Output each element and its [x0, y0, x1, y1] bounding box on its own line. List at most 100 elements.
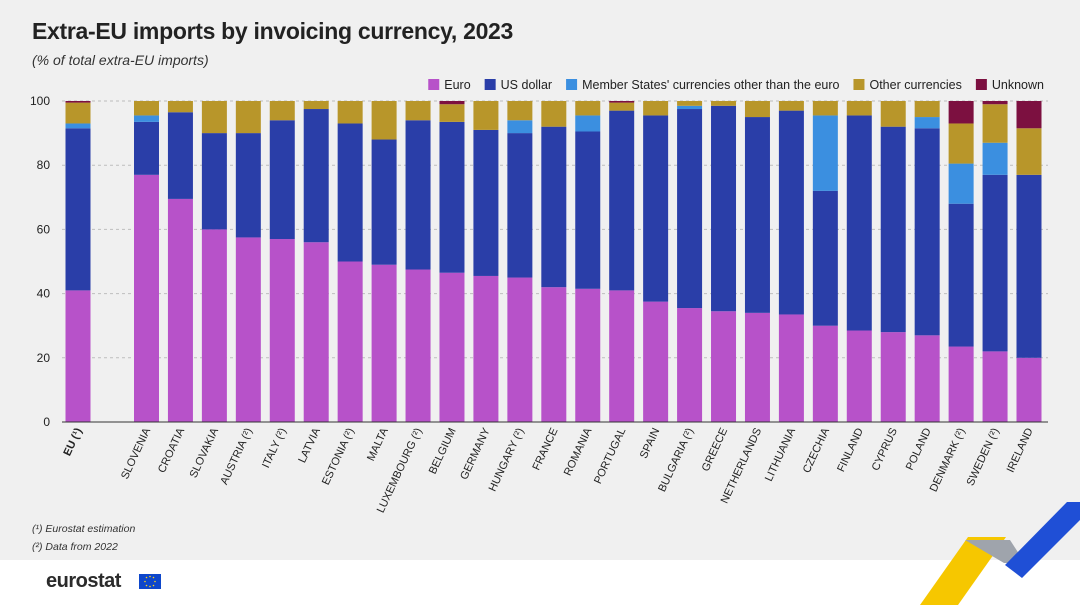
- bar-segment: [744, 117, 770, 313]
- bar-segment: [201, 101, 227, 134]
- bar-segment: [337, 123, 363, 262]
- yellow-chevron-shape: [920, 537, 1006, 605]
- legend-swatch: [484, 79, 496, 90]
- bar-segment: [473, 101, 499, 130]
- bar-segment: [846, 330, 872, 422]
- bar-segment: [982, 351, 1008, 422]
- y-tick-label: 100: [30, 94, 50, 108]
- bar-segment: [948, 346, 974, 422]
- bar-segment: [541, 287, 567, 422]
- legend-swatch: [428, 79, 440, 90]
- bar-segment: [541, 101, 567, 127]
- bar-segment: [609, 101, 635, 103]
- bar-segment: [677, 109, 703, 309]
- legend-label: Euro: [444, 78, 470, 92]
- legend-label: US dollar: [501, 78, 552, 92]
- chart-subtitle: (% of total extra-EU imports): [32, 52, 209, 68]
- bar-segment: [677, 105, 703, 110]
- bar-segment: [711, 311, 737, 422]
- bar-segment: [948, 203, 974, 347]
- bar-segment: [880, 126, 906, 333]
- bar-segment: [167, 198, 193, 422]
- bar-segment: [575, 101, 601, 116]
- blue-chevron-shape: [1005, 502, 1080, 578]
- bar-segment: [134, 115, 159, 122]
- footer-band: [0, 560, 1080, 605]
- bar-segment: [303, 109, 329, 243]
- bar-segment: [575, 131, 601, 289]
- y-tick-label: 0: [43, 415, 50, 429]
- bar-segment: [473, 129, 499, 276]
- bar-segment: [846, 101, 872, 116]
- bar-segment: [778, 110, 804, 315]
- bar-segment: [473, 275, 499, 422]
- legend-swatch: [975, 79, 987, 90]
- bar-segment: [914, 101, 940, 118]
- bar-segment: [235, 101, 261, 134]
- bar-segment: [201, 133, 227, 230]
- legend-swatch: [566, 79, 578, 90]
- legend: Unknown Other currencies Member States' cu…: [428, 78, 1044, 92]
- bar-segment: [507, 101, 533, 121]
- bar-segment: [609, 102, 635, 111]
- legend-label: Member States' currencies other than the…: [582, 78, 839, 92]
- bar-segment: [337, 101, 363, 124]
- bar-segment: [948, 163, 974, 204]
- legend-swatch: [853, 79, 865, 90]
- bar-segment: [948, 101, 974, 124]
- bar-segment: [1016, 357, 1042, 422]
- bar-segment: [405, 269, 431, 422]
- bar-segment: [65, 123, 91, 129]
- chart-title: Extra-EU imports by invoicing currency, …: [32, 18, 514, 44]
- bar-segment: [507, 277, 533, 422]
- bar-segment: [371, 101, 397, 140]
- bars: [65, 101, 1042, 423]
- eurostat-logo: eurostat: [46, 570, 121, 592]
- bar-segment: [711, 101, 737, 106]
- footnote-estimation: (¹) Eurostat estimation: [32, 523, 136, 535]
- bar-segment: [643, 301, 669, 423]
- bar-segment: [269, 239, 295, 422]
- bar-segment: [744, 312, 770, 422]
- bar-segment: [65, 102, 91, 124]
- bar-segment: [948, 123, 974, 164]
- bar-segment: [65, 128, 91, 291]
- bar-segment: [778, 101, 804, 111]
- bar-segment: [1016, 101, 1042, 129]
- bar-segment: [65, 290, 91, 422]
- bar-segment: [812, 101, 838, 116]
- bar-segment: [167, 101, 193, 113]
- legend-label: Other currencies: [869, 78, 961, 92]
- bar-segment: [167, 112, 193, 199]
- bar-segment: [880, 101, 906, 127]
- legend-label: Unknown: [992, 78, 1044, 92]
- bar-segment: [269, 120, 295, 240]
- bar-segment: [507, 120, 533, 134]
- bar-segment: [744, 101, 770, 118]
- bar-segment: [982, 174, 1008, 352]
- bar-segment: [575, 288, 601, 422]
- bar-segment: [439, 104, 465, 122]
- bar-segment: [65, 101, 91, 103]
- bar-segment: [812, 190, 838, 326]
- bar-segment: [541, 126, 567, 288]
- bar-segment: [982, 142, 1008, 175]
- y-tick-label: 20: [37, 351, 51, 365]
- bar-segment: [439, 121, 465, 273]
- bar-segment: [982, 104, 1008, 143]
- bar-segment: [303, 101, 329, 110]
- bar-segment: [507, 133, 533, 278]
- bar-segment: [303, 242, 329, 422]
- bar-segment: [846, 115, 872, 331]
- bar-segment: [575, 115, 601, 132]
- bar-segment: [677, 308, 703, 422]
- bar-segment: [1016, 128, 1042, 175]
- y-axis: 0 20 40 60 80 100: [30, 94, 1048, 429]
- bar-segment: [609, 110, 635, 291]
- bar-segment: [778, 314, 804, 422]
- bar-segment: [134, 121, 159, 175]
- grey-chevron-shape: [965, 540, 1025, 563]
- y-tick-label: 40: [37, 287, 51, 301]
